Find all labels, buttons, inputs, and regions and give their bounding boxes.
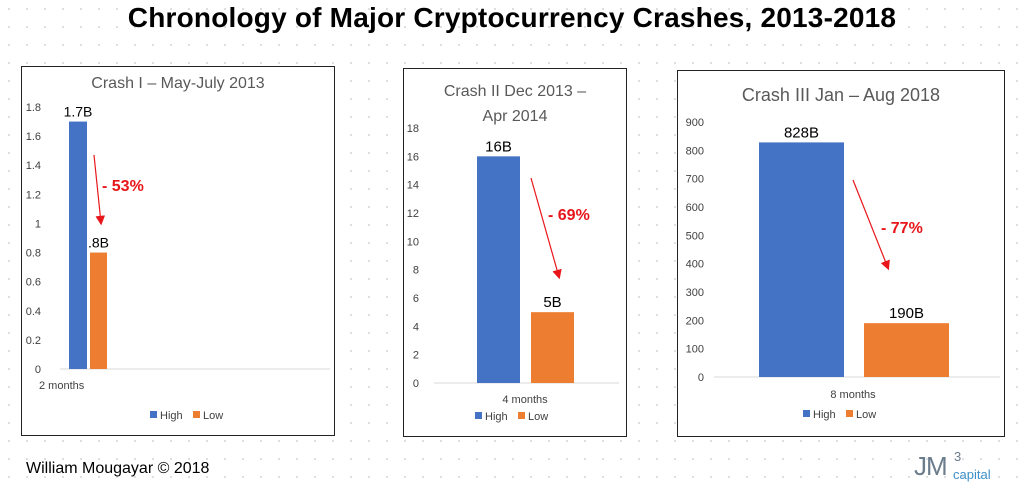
- y-tick-label: 100: [686, 344, 704, 356]
- x-category-label: 8 months: [830, 389, 876, 401]
- y-tick-label: 0.4: [26, 306, 41, 318]
- y-tick-label: 14: [407, 180, 419, 192]
- legend-swatch-low: [846, 410, 853, 417]
- decline-percent: - 69%: [548, 207, 590, 224]
- legend-label-high: High: [813, 409, 836, 421]
- bar-low: [90, 252, 107, 369]
- y-tick-label: 0: [698, 372, 704, 384]
- y-tick-label: 8: [413, 265, 419, 277]
- crash-1-chart: Crash I – May-July 2013 0 0.2 0.4 0.6 0.8 1 1.2…: [21, 66, 335, 436]
- y-tick-label: 500: [686, 230, 704, 242]
- y-tick-label: 16: [407, 151, 419, 163]
- bar-low-label: 5B: [543, 294, 561, 311]
- y-tick-label: 400: [686, 259, 704, 271]
- y-tick-label: 900: [686, 117, 704, 129]
- y-tick-label: 18: [407, 123, 419, 135]
- bar-high-label: 828B: [784, 124, 819, 141]
- legend-label-high: High: [160, 410, 183, 422]
- y-tick-label: 6: [413, 293, 419, 305]
- y-tick-label: 10: [407, 236, 419, 248]
- chart-title-line: Crash I – May-July 2013: [91, 75, 265, 92]
- bar-high: [759, 142, 844, 377]
- crash-1-chart-svg: Crash I – May-July 2013 0 0.2 0.4 0.6 0.8 1 1.2…: [26, 75, 330, 422]
- page-title: Chronology of Major Cryptocurrency Crash…: [127, 2, 897, 33]
- bar-low-label: .8B: [88, 235, 109, 251]
- logo-sub-text: capital: [953, 467, 991, 482]
- y-tick-label: 1.2: [26, 189, 41, 201]
- legend-swatch-high: [150, 411, 157, 418]
- chart-title-line: Crash III Jan – Aug 2018: [742, 85, 940, 105]
- y-tick-label: 200: [686, 315, 704, 327]
- y-tick-label: 800: [686, 145, 704, 157]
- chart-title-line: Crash II Dec 2013 –: [444, 83, 586, 100]
- y-tick-label: 300: [686, 287, 704, 299]
- bar-high: [69, 121, 87, 369]
- decline-arrow: [93, 154, 106, 226]
- y-tick-label: 1.8: [26, 102, 41, 114]
- decline-arrow: [852, 179, 890, 271]
- bar-high-label: 1.7B: [64, 104, 93, 120]
- decline-percent: - 53%: [102, 178, 144, 195]
- decline-arrow: [530, 177, 562, 280]
- legend-label-low: Low: [203, 410, 223, 422]
- crash-2-chart: Crash II Dec 2013 – Apr 2014 0 2 4 6 8 10 12 14 16…: [403, 68, 627, 437]
- logo-superscript: 3: [954, 449, 962, 464]
- legend-label-low: Low: [528, 411, 548, 423]
- y-tick-label: 0.2: [26, 335, 41, 347]
- decline-percent: - 77%: [881, 220, 923, 237]
- chart-title-line: Apr 2014: [483, 108, 548, 125]
- crash-3-chart-svg: Crash III Jan – Aug 2018 0 100 200 300 400 500…: [686, 85, 1000, 421]
- y-tick-label: 12: [407, 208, 419, 220]
- y-tick-label: 700: [686, 174, 704, 186]
- y-tick-label: 0.8: [26, 248, 41, 260]
- bar-high: [477, 156, 520, 383]
- y-tick-label: 1: [35, 218, 41, 230]
- y-tick-label: 0: [413, 378, 419, 390]
- bar-high-label: 16B: [485, 138, 512, 155]
- y-tick-label: 0.6: [26, 277, 41, 289]
- bar-low: [531, 312, 574, 383]
- crash-2-chart-svg: Crash II Dec 2013 – Apr 2014 0 2 4 6 8 10 12 14 16…: [407, 83, 619, 423]
- y-tick-label: 4: [413, 321, 419, 333]
- y-tick-label: 1.6: [26, 131, 41, 143]
- x-category-label: 2 months: [39, 380, 85, 392]
- logo-main-text: JM: [914, 451, 948, 481]
- jm3-capital-logo: JM 3 capital: [914, 449, 1014, 487]
- legend-swatch-low: [518, 412, 525, 419]
- legend-swatch-high: [475, 412, 482, 419]
- y-tick-label: 1.4: [26, 160, 41, 172]
- y-tick-label: 2: [413, 350, 419, 362]
- legend-label-high: High: [485, 411, 508, 423]
- crash-3-chart: Crash III Jan – Aug 2018 0 100 200 300 400 500…: [677, 70, 1005, 437]
- bar-low: [864, 323, 949, 377]
- legend-label-low: Low: [856, 409, 876, 421]
- legend-swatch-high: [803, 410, 810, 417]
- y-tick-label: 600: [686, 202, 704, 214]
- bar-low-label: 190B: [889, 305, 924, 322]
- y-tick-label: 0: [35, 364, 41, 376]
- legend-swatch-low: [193, 411, 200, 418]
- x-category-label: 4 months: [502, 394, 548, 406]
- author-credit: William Mougayar © 2018: [26, 460, 210, 477]
